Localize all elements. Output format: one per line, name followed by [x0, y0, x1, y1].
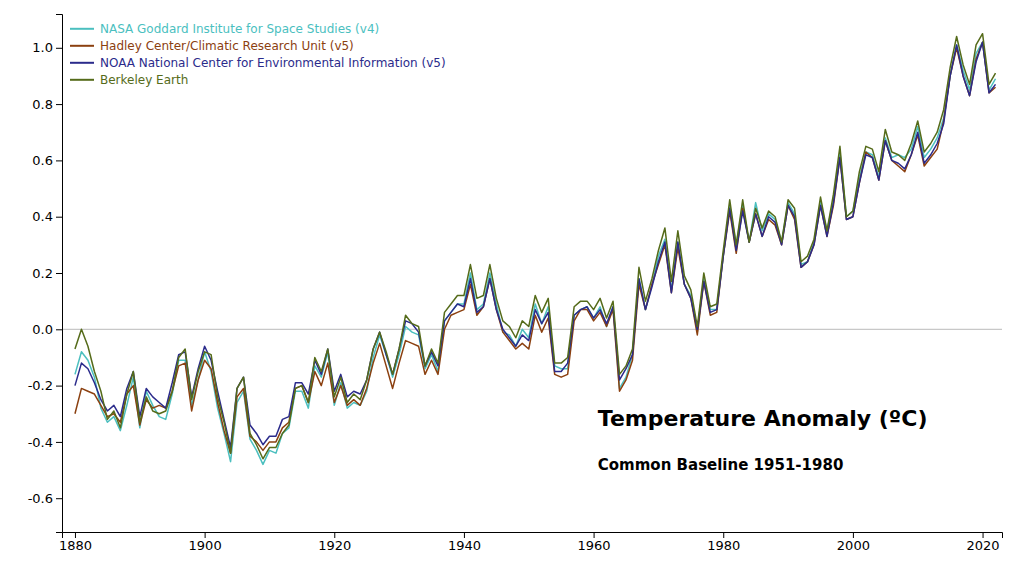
series-line — [75, 42, 996, 447]
tick: 0.0 — [32, 322, 62, 337]
tick: -0.2 — [28, 378, 62, 393]
plot-area: 1880 1900 1920 1940 1960 1980 2000 2020 -0.6 -0.4… — [28, 15, 1003, 554]
tick-mark — [56, 160, 62, 161]
tick: -0.4 — [28, 435, 62, 450]
tick: -0.6 — [28, 491, 62, 506]
tick: 1920 — [318, 532, 351, 553]
tick: 2000 — [837, 532, 870, 553]
axis-line — [56, 15, 63, 533]
tick-mark — [205, 532, 206, 538]
tick-label: -0.6 — [28, 491, 53, 506]
tick-mark — [853, 532, 854, 538]
tick-label: 0.6 — [32, 153, 53, 168]
chart: 1880 1900 1920 1940 1960 1980 2000 2020 -0.6 -0.4… — [0, 0, 1024, 576]
tick-label: 2020 — [967, 538, 1000, 553]
tick-mark — [983, 532, 984, 538]
tick-mark — [56, 498, 62, 499]
tick: 1880 — [59, 532, 92, 553]
tick-label: 1880 — [59, 538, 92, 553]
subtitle: Common Baseline 1951-1980 — [598, 456, 844, 474]
title: Temperature Anomaly (ºC) — [598, 406, 928, 431]
series-line — [75, 42, 996, 453]
tick-label: 1960 — [578, 538, 611, 553]
tick-label: 1980 — [707, 538, 740, 553]
legend-swatch — [70, 45, 94, 47]
y-axis: -0.6 -0.4 -0.2 0.0 0.2 0.4 0.6 0.8 1.0 — [28, 15, 63, 533]
tick-label: 1.0 — [32, 40, 53, 55]
legend-label: NOAA National Center for Environmental I… — [100, 56, 446, 70]
tick-label: 1940 — [448, 538, 481, 553]
tick-mark — [56, 104, 62, 105]
tick: 2020 — [967, 532, 1000, 553]
tick-label: -0.4 — [28, 435, 53, 450]
legend-swatch — [70, 79, 94, 81]
tick-label: 1900 — [189, 538, 222, 553]
legend-item: NASA Goddard Institute for Space Studies… — [70, 22, 379, 36]
tick-mark — [75, 532, 76, 538]
tick: 1960 — [578, 532, 611, 553]
tick: 0.4 — [32, 209, 62, 224]
tick-mark — [56, 386, 62, 387]
tick-label: -0.2 — [28, 378, 53, 393]
tick-mark — [334, 532, 335, 538]
legend-label: NASA Goddard Institute for Space Studies… — [100, 22, 379, 36]
axis-line — [63, 533, 1003, 539]
legend-item: Hadley Center/Climatic Research Unit (v5… — [70, 39, 354, 53]
tick-label: 1920 — [318, 538, 351, 553]
tick: 0.2 — [32, 266, 62, 281]
tick-label: 0.2 — [32, 266, 53, 281]
tick-label: 0.4 — [32, 209, 53, 224]
tick-label: 0.8 — [32, 97, 53, 112]
lines — [75, 34, 996, 465]
tick-mark — [464, 532, 465, 538]
tick-mark — [56, 329, 62, 330]
tick: 1940 — [448, 532, 481, 553]
legend: NASA Goddard Institute for Space Studies… — [70, 22, 446, 87]
legend-swatch — [70, 28, 94, 30]
legend-label: Hadley Center/Climatic Research Unit (v5… — [100, 39, 354, 53]
legend-item: Berkeley Earth — [70, 73, 188, 87]
legend-label: Berkeley Earth — [100, 73, 188, 87]
legend-item: NOAA National Center for Environmental I… — [70, 56, 446, 70]
tick-mark — [723, 532, 724, 538]
tick-mark — [594, 532, 595, 538]
tick-mark — [56, 273, 62, 274]
tick-mark — [56, 48, 62, 49]
tick: 0.8 — [32, 97, 62, 112]
tick: 1900 — [189, 532, 222, 553]
tick: 1980 — [707, 532, 740, 553]
tick-mark — [56, 442, 62, 443]
x-axis: 1880 1900 1920 1940 1960 1980 2000 2020 — [59, 532, 1003, 553]
legend-swatch — [70, 62, 94, 64]
series-line — [75, 42, 996, 464]
tick: 0.6 — [32, 153, 62, 168]
series-line — [75, 34, 996, 459]
tick-label: 0.0 — [32, 322, 53, 337]
tick-mark — [56, 217, 62, 218]
tick-label: 2000 — [837, 538, 870, 553]
tick: 1.0 — [32, 40, 62, 55]
